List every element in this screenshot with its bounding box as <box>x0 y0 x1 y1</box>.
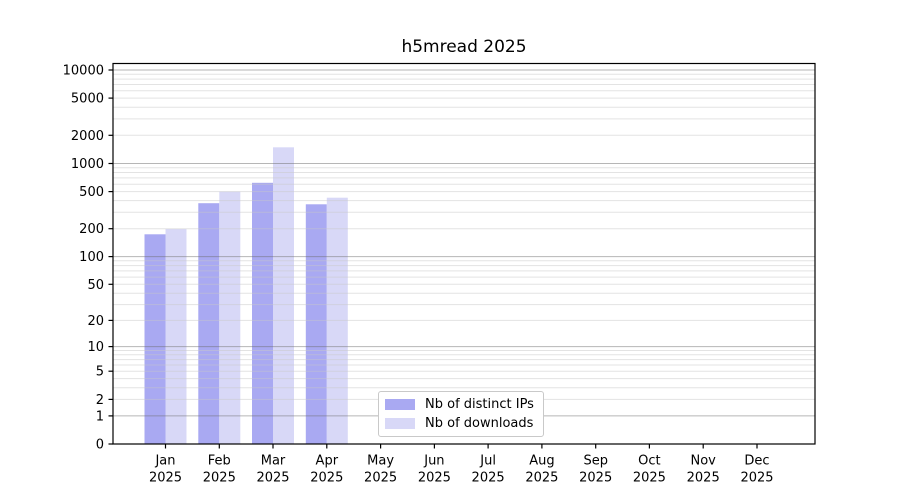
x-tick-label-year: 2025 <box>687 471 720 486</box>
bar-distinct-ips-mar <box>252 182 273 445</box>
y-tick-label: 1000 <box>71 157 104 172</box>
x-tick-label-year: 2025 <box>740 471 773 486</box>
x-tick-label-month: Feb <box>208 454 231 469</box>
y-tick-label: 2000 <box>71 129 104 144</box>
x-tick-label-year: 2025 <box>364 471 397 486</box>
y-tick-label: 200 <box>79 222 104 237</box>
y-tick-label: 500 <box>79 185 104 200</box>
y-tick-label: 100 <box>79 250 104 265</box>
legend-label-distinct-ips: Nb of distinct IPs <box>425 397 534 413</box>
y-tick-label: 5000 <box>71 92 104 107</box>
x-tick-label-month: Jul <box>479 454 496 469</box>
bar-downloads-jan <box>165 229 187 444</box>
y-tick-label: 50 <box>87 278 104 293</box>
y-tick-label: 10 <box>87 340 104 355</box>
x-tick-label-month: May <box>367 454 394 469</box>
bar-downloads-feb <box>219 191 241 444</box>
legend-swatch-downloads-icon <box>385 417 415 429</box>
x-tick-label-year: 2025 <box>472 471 505 486</box>
x-tick-label-year: 2025 <box>256 471 289 486</box>
y-tick-label: 0 <box>96 438 104 453</box>
bar-distinct-ips-feb <box>198 203 220 444</box>
y-tick-label: 10000 <box>63 64 104 79</box>
legend-swatch-distinct-ips-icon <box>385 399 415 411</box>
x-tick-label-year: 2025 <box>579 471 612 486</box>
x-tick-label-year: 2025 <box>633 471 666 486</box>
x-tick-label-month: Mar <box>261 454 286 469</box>
x-tick-label-month: Oct <box>638 454 660 469</box>
x-tick-label-month: Jun <box>423 454 444 469</box>
x-tick-label-month: Dec <box>744 454 769 469</box>
x-tick-label-month: Jan <box>154 454 175 469</box>
x-tick-label-month: Aug <box>529 454 554 469</box>
y-tick-label: 1 <box>96 409 104 424</box>
bar-distinct-ips-apr <box>305 204 327 444</box>
legend-item-distinct-ips: Nb of distinct IPs <box>385 397 537 412</box>
x-tick-label-month: Nov <box>691 454 717 469</box>
x-tick-label-month: Sep <box>583 454 608 469</box>
plot-border <box>112 62 816 445</box>
bar-downloads-mar <box>273 147 294 445</box>
y-tick-label: 20 <box>87 314 104 329</box>
chart-title: h5mread 2025 <box>401 37 527 57</box>
x-tick-label-year: 2025 <box>525 471 558 486</box>
x-tick-label-year: 2025 <box>203 471 236 486</box>
legend-label-downloads: Nb of downloads <box>425 415 534 431</box>
bar-distinct-ips-jan <box>144 234 166 444</box>
x-tick-label-month: Apr <box>316 454 339 469</box>
y-tick-label: 5 <box>96 365 104 380</box>
legend: Nb of distinct IPs Nb of downloads <box>378 391 544 437</box>
x-tick-label-year: 2025 <box>310 471 343 486</box>
x-tick-label-year: 2025 <box>418 471 451 486</box>
y-tick-label: 2 <box>96 393 104 408</box>
legend-item-downloads: Nb of downloads <box>385 416 537 431</box>
x-tick-label-year: 2025 <box>149 471 182 486</box>
